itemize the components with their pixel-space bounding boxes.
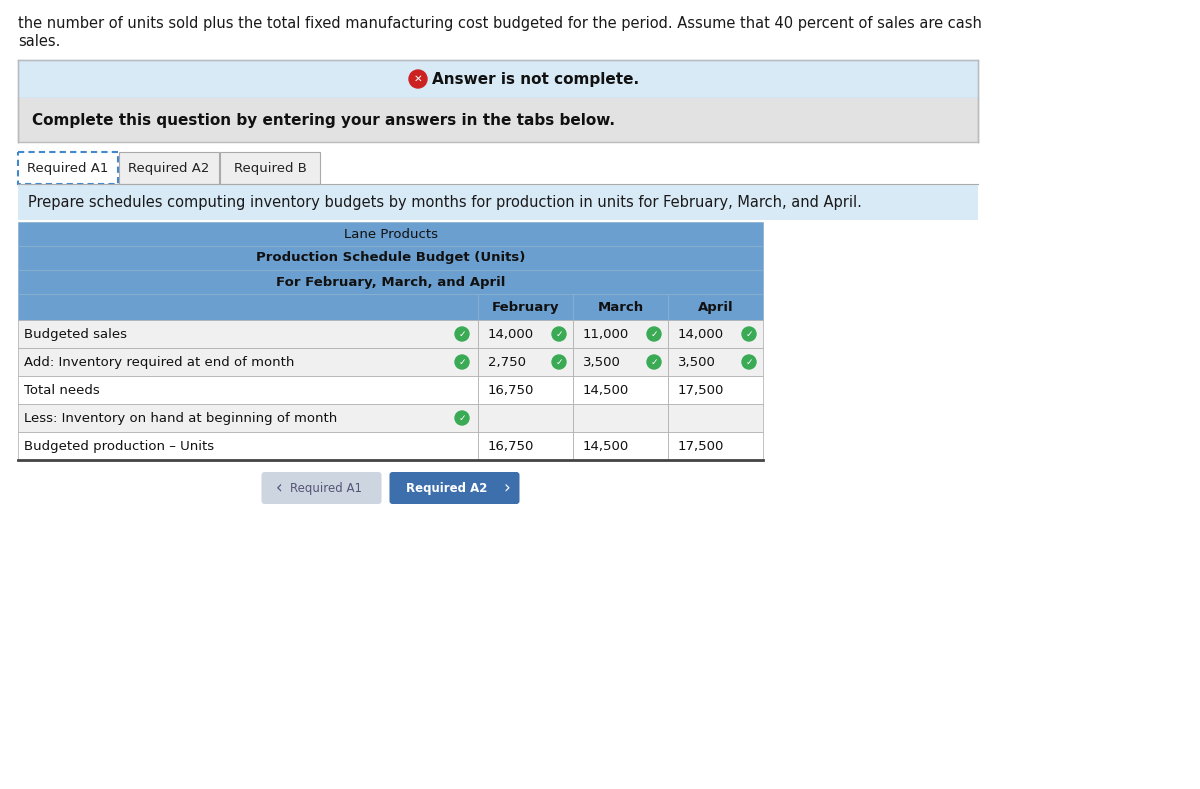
Text: Complete this question by entering your answers in the tabs below.: Complete this question by entering your …	[32, 113, 616, 128]
Text: Lane Products: Lane Products	[343, 227, 438, 241]
Circle shape	[455, 327, 469, 341]
Bar	[18, 184, 978, 220]
Bar	[18, 404, 478, 432]
Bar	[478, 348, 574, 376]
Circle shape	[552, 355, 566, 369]
Text: 14,500: 14,500	[583, 383, 629, 397]
Text: Less: Inventory on hand at beginning of month: Less: Inventory on hand at beginning of …	[24, 412, 337, 424]
Text: Production Schedule Budget (Units): Production Schedule Budget (Units)	[256, 252, 526, 264]
Text: 17,500: 17,500	[678, 383, 725, 397]
Text: 3,500: 3,500	[583, 356, 620, 368]
Bar	[574, 404, 668, 432]
Text: ✕: ✕	[414, 74, 422, 84]
Text: For February, March, and April: For February, March, and April	[276, 275, 505, 289]
Text: April: April	[697, 301, 733, 313]
Bar	[18, 432, 478, 460]
Text: 16,750: 16,750	[488, 383, 534, 397]
FancyBboxPatch shape	[262, 472, 382, 504]
Text: Budgeted sales: Budgeted sales	[24, 327, 127, 341]
Text: 14,500: 14,500	[583, 439, 629, 453]
Bar	[18, 348, 478, 376]
Bar	[478, 320, 574, 348]
Bar	[119, 152, 220, 184]
Text: Add: Inventory required at end of month: Add: Inventory required at end of month	[24, 356, 294, 368]
Circle shape	[742, 327, 756, 341]
Bar	[574, 320, 668, 348]
Circle shape	[409, 70, 427, 88]
Text: 14,000: 14,000	[488, 327, 534, 341]
Circle shape	[455, 411, 469, 425]
Bar	[668, 320, 763, 348]
Text: February: February	[492, 301, 559, 313]
Bar	[668, 348, 763, 376]
Bar	[18, 98, 978, 142]
Bar	[18, 320, 478, 348]
Bar	[18, 152, 118, 184]
Text: ✓: ✓	[745, 330, 752, 338]
Circle shape	[552, 327, 566, 341]
Text: ✓: ✓	[458, 413, 466, 422]
Bar	[668, 294, 763, 320]
Text: 11,000: 11,000	[583, 327, 629, 341]
Text: ✓: ✓	[556, 357, 563, 367]
Text: Required A1: Required A1	[290, 481, 362, 495]
Text: ✓: ✓	[556, 330, 563, 338]
Text: ✓: ✓	[458, 357, 466, 367]
Bar	[574, 432, 668, 460]
Text: March: March	[598, 301, 643, 313]
Text: Required B: Required B	[234, 162, 306, 174]
Text: Answer is not complete.: Answer is not complete.	[432, 72, 640, 87]
Text: Required A2: Required A2	[128, 162, 210, 174]
Text: the number of units sold plus the total fixed manufacturing cost budgeted for th: the number of units sold plus the total …	[18, 16, 982, 31]
Text: ✓: ✓	[745, 357, 752, 367]
Circle shape	[647, 327, 661, 341]
Circle shape	[647, 355, 661, 369]
Text: ✓: ✓	[650, 330, 658, 338]
Bar	[668, 404, 763, 432]
Bar	[478, 404, 574, 432]
Bar	[18, 376, 478, 404]
Bar	[18, 294, 478, 320]
Bar	[18, 222, 763, 246]
Text: Required A2: Required A2	[406, 481, 487, 495]
Text: 3,500: 3,500	[678, 356, 716, 368]
Text: 14,000: 14,000	[678, 327, 724, 341]
Text: Budgeted production – Units: Budgeted production – Units	[24, 439, 214, 453]
Bar	[220, 152, 320, 184]
Bar	[478, 294, 574, 320]
Text: Total needs: Total needs	[24, 383, 100, 397]
Text: 17,500: 17,500	[678, 439, 725, 453]
Bar	[18, 60, 978, 98]
Text: 16,750: 16,750	[488, 439, 534, 453]
Bar	[478, 432, 574, 460]
Circle shape	[742, 355, 756, 369]
Circle shape	[455, 355, 469, 369]
FancyBboxPatch shape	[390, 472, 520, 504]
Text: 2,750: 2,750	[488, 356, 526, 368]
Text: ‹: ‹	[276, 479, 282, 497]
Text: ✓: ✓	[650, 357, 658, 367]
Bar	[574, 376, 668, 404]
Bar	[668, 376, 763, 404]
Bar	[18, 270, 763, 294]
Bar	[668, 432, 763, 460]
Text: Required A1: Required A1	[28, 162, 109, 174]
Bar	[574, 294, 668, 320]
Bar	[18, 246, 763, 270]
Text: sales.: sales.	[18, 34, 60, 49]
Text: Prepare schedules computing inventory budgets by months for production in units : Prepare schedules computing inventory bu…	[28, 195, 862, 210]
Bar	[574, 348, 668, 376]
Text: ›: ›	[504, 479, 510, 497]
Text: ✓: ✓	[458, 330, 466, 338]
Bar	[478, 376, 574, 404]
